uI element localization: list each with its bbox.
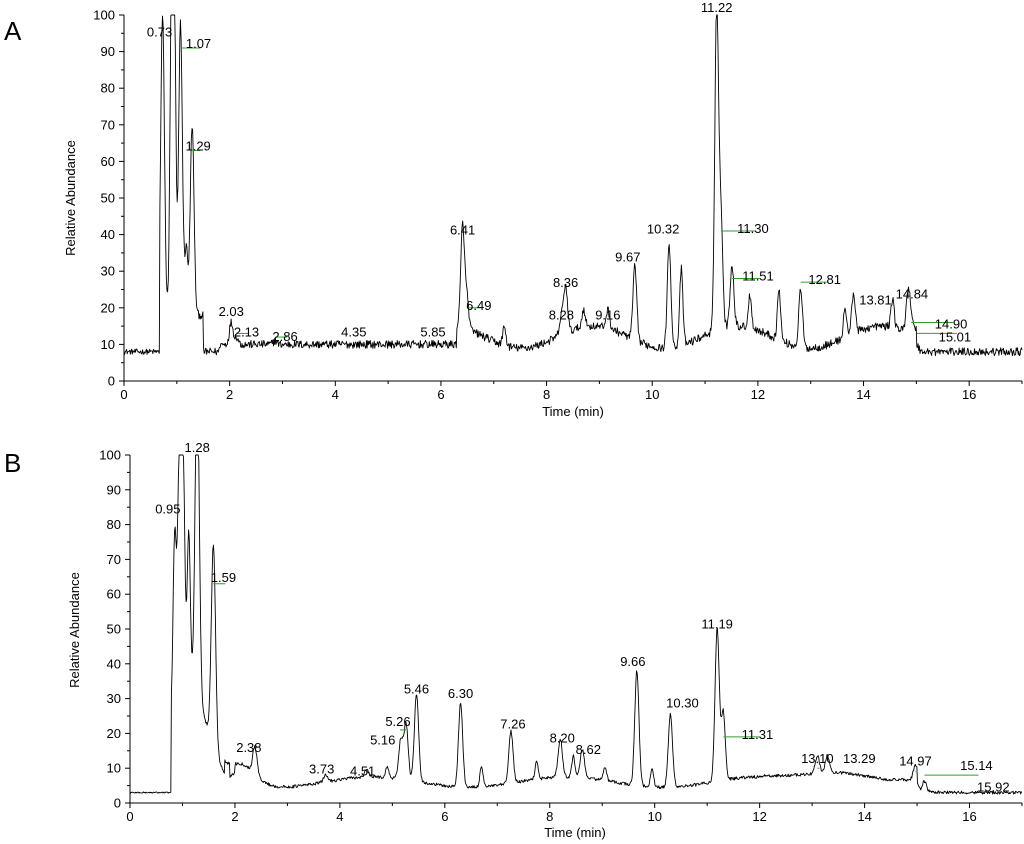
peak-label: 2.03: [219, 304, 244, 319]
peak-label: 6.30: [448, 686, 473, 701]
y-tick-label: 90: [101, 44, 115, 59]
y-tick-label: 30: [107, 691, 121, 706]
peak-label: 8.28: [549, 307, 574, 322]
peak-label: 1.59: [211, 570, 236, 585]
x-tick-label: 12: [752, 809, 766, 824]
panel-a-y-axis-title: Relative Abundance: [63, 140, 78, 256]
peak-label: 2.13: [234, 324, 259, 339]
peak-label: 9.67: [615, 250, 640, 265]
panel-a: A Relative Abundance Time (min) 01020304…: [4, 0, 1023, 419]
peak-label: 15.14: [960, 758, 993, 773]
peak-label: 1.28: [185, 440, 210, 455]
y-tick-label: 60: [101, 154, 115, 169]
panel-a-letter: A: [4, 16, 22, 46]
peak-label: 10.30: [666, 696, 699, 711]
x-tick-label: 0: [126, 809, 133, 824]
y-tick-label: 10: [107, 761, 121, 776]
peak-label: 5.46: [404, 682, 429, 697]
y-tick-label: 50: [101, 191, 115, 206]
peak-label: 4.35: [341, 325, 366, 340]
x-tick-label: 6: [437, 387, 444, 402]
y-tick-label: 50: [107, 622, 121, 637]
x-tick-label: 10: [647, 809, 661, 824]
peak-label: 8.62: [576, 742, 601, 757]
peak-label: 9.16: [595, 307, 620, 322]
peak-label: 0.73: [147, 25, 172, 40]
y-tick-label: 60: [107, 587, 121, 602]
peak-label: 1.29: [185, 138, 210, 153]
x-tick-label: 14: [856, 387, 870, 402]
panel-b-letter: B: [4, 448, 21, 478]
x-tick-label: 14: [857, 809, 871, 824]
peak-label: 11.19: [701, 616, 733, 631]
peak-label: 13.81: [859, 292, 892, 307]
x-tick-label: 4: [336, 809, 343, 824]
x-tick-label: 2: [231, 809, 238, 824]
x-tick-label: 0: [120, 387, 127, 402]
y-tick-label: 70: [101, 117, 115, 132]
peak-label: 15.01: [939, 329, 972, 344]
y-tick-label: 40: [107, 656, 121, 671]
peak-label: 15.92: [977, 780, 1010, 795]
y-tick-label: 80: [107, 517, 121, 532]
y-tick-label: 40: [101, 227, 115, 242]
y-tick-label: 80: [101, 81, 115, 96]
peak-label: 8.20: [550, 730, 575, 745]
x-tick-label: 4: [332, 387, 339, 402]
peak-label: 11.31: [742, 727, 774, 742]
peak-label: 5.26: [385, 714, 410, 729]
peak-label: 4.51: [350, 764, 375, 779]
panel-a-trace: [124, 14, 1023, 357]
y-tick-label: 20: [101, 300, 115, 315]
peak-label: 2.86: [272, 329, 297, 344]
y-tick-label: 10: [101, 337, 115, 352]
panel-a-x-axis-title: Time (min): [542, 404, 604, 419]
peak-label: 14.90: [935, 316, 968, 331]
y-tick-label: 90: [107, 482, 121, 497]
panel-b: B Relative Abundance Time (min) 01020304…: [4, 440, 1023, 840]
peak-label: 5.16: [370, 732, 395, 747]
peak-label: 0.95: [155, 502, 180, 517]
peak-label: 8.36: [553, 275, 578, 290]
peak-label: 13.10: [801, 751, 834, 766]
y-tick-label: 70: [107, 552, 121, 567]
y-tick-label: 0: [114, 796, 121, 811]
x-tick-label: 10: [645, 387, 659, 402]
x-tick-label: 16: [962, 387, 976, 402]
peak-label: 10.32: [647, 221, 680, 236]
x-tick-label: 6: [441, 809, 448, 824]
peak-label: 11.22: [701, 0, 733, 15]
peak-label: 11.30: [737, 221, 769, 236]
x-tick-label: 8: [543, 387, 550, 402]
peak-label: 6.41: [450, 222, 475, 237]
y-tick-label: 100: [93, 8, 115, 23]
peak-label: 9.66: [620, 654, 645, 669]
x-tick-label: 16: [962, 809, 976, 824]
panel-b-x-axis-title: Time (min): [544, 825, 606, 840]
peak-label: 6.49: [466, 298, 491, 313]
peak-label: 12.81: [808, 272, 841, 287]
y-tick-label: 100: [99, 448, 121, 463]
y-tick-label: 30: [101, 264, 115, 279]
y-tick-label: 0: [108, 374, 115, 389]
peak-label: 2.38: [236, 740, 261, 755]
x-tick-label: 12: [751, 387, 765, 402]
x-tick-label: 2: [226, 387, 233, 402]
peak-label: 13.29: [843, 751, 876, 766]
panel-b-y-axis-title: Relative Abundance: [67, 572, 82, 688]
panel-b-trace: [129, 454, 1023, 795]
x-tick-label: 8: [546, 809, 553, 824]
peak-label: 14.97: [899, 754, 932, 769]
peak-label: 3.73: [309, 762, 334, 777]
y-tick-label: 20: [107, 726, 121, 741]
peak-label: 14.84: [896, 286, 929, 301]
peak-label: 7.26: [500, 716, 525, 731]
peak-label: 5.85: [420, 325, 445, 340]
peak-label: 1.07: [186, 36, 211, 51]
peak-label: 11.51: [742, 269, 774, 284]
